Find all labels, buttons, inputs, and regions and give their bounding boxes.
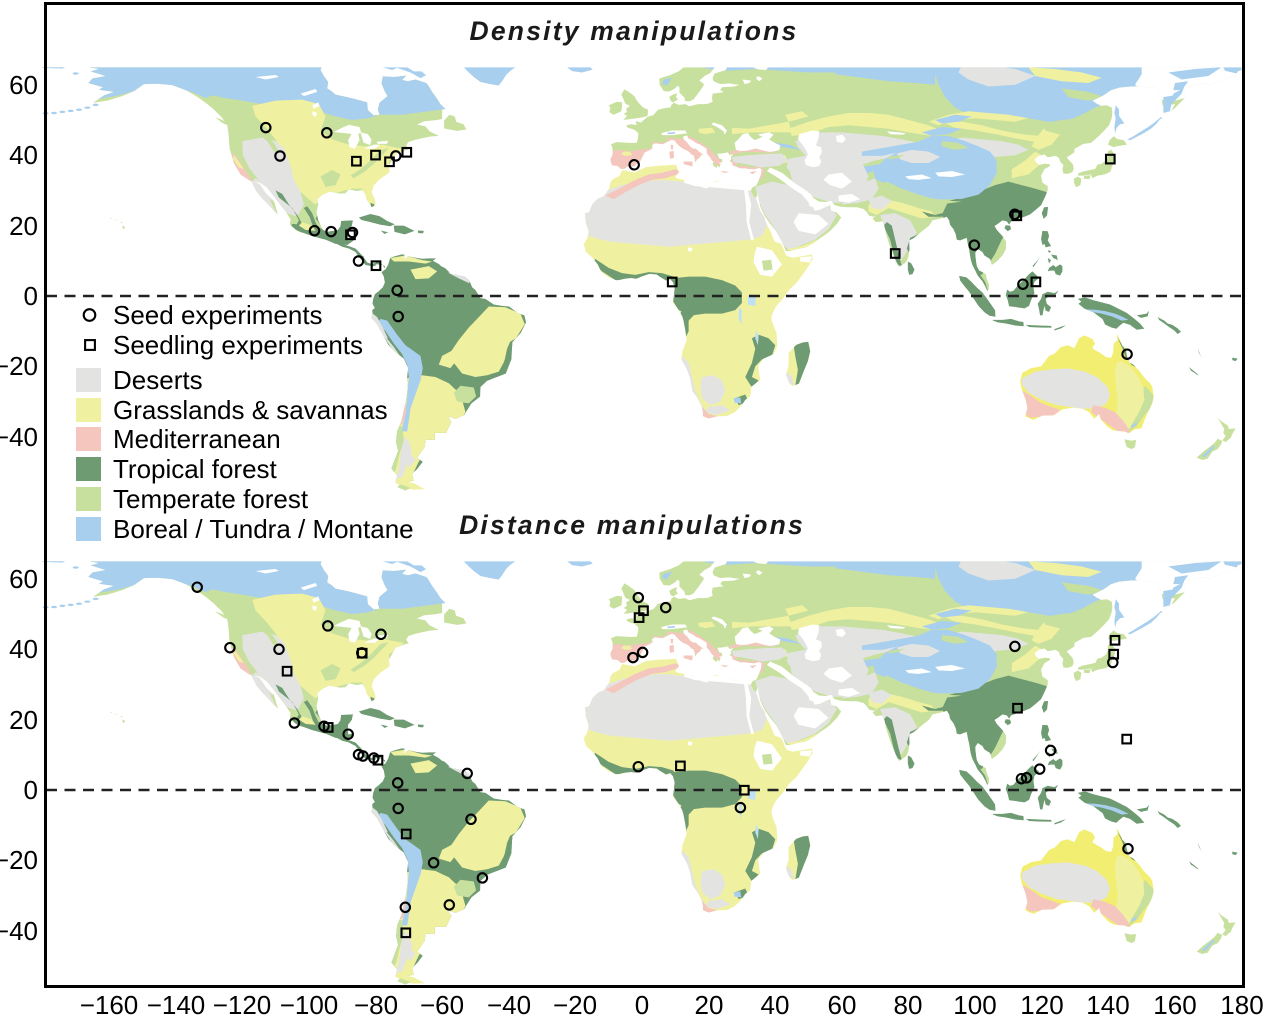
svg-text:20: 20 (9, 211, 38, 241)
svg-text:−20: −20 (0, 351, 38, 381)
svg-text:160: 160 (1153, 990, 1196, 1020)
svg-text:40: 40 (9, 140, 38, 170)
svg-text:Seedling experiments: Seedling experiments (113, 330, 363, 360)
svg-text:−20: −20 (553, 990, 597, 1020)
svg-text:Tropical forest: Tropical forest (113, 454, 278, 484)
svg-text:Deserts: Deserts (113, 365, 203, 395)
svg-text:0: 0 (24, 775, 38, 805)
svg-text:0: 0 (635, 990, 649, 1020)
svg-text:Grasslands & savannas: Grasslands & savannas (113, 395, 388, 425)
svg-text:−120: −120 (213, 990, 272, 1020)
svg-text:−40: −40 (0, 916, 38, 946)
svg-text:−20: −20 (0, 845, 38, 875)
svg-text:−40: −40 (487, 990, 531, 1020)
svg-text:120: 120 (1020, 990, 1063, 1020)
svg-text:60: 60 (9, 564, 38, 594)
svg-text:Mediterranean: Mediterranean (113, 424, 281, 454)
svg-text:20: 20 (695, 990, 724, 1020)
svg-text:Temperate forest: Temperate forest (113, 484, 309, 514)
svg-text:100: 100 (953, 990, 996, 1020)
svg-text:−40: −40 (0, 422, 38, 452)
svg-text:−80: −80 (354, 990, 398, 1020)
svg-text:60: 60 (828, 990, 857, 1020)
svg-text:−100: −100 (280, 990, 339, 1020)
svg-text:Boreal / Tundra / Montane: Boreal / Tundra / Montane (113, 514, 414, 544)
svg-text:180: 180 (1220, 990, 1263, 1020)
svg-text:60: 60 (9, 70, 38, 100)
svg-text:−60: −60 (420, 990, 464, 1020)
svg-text:Density manipulations: Density manipulations (470, 16, 799, 46)
svg-text:40: 40 (761, 990, 790, 1020)
svg-text:140: 140 (1086, 990, 1129, 1020)
svg-text:Distance manipulations: Distance manipulations (459, 510, 805, 540)
svg-text:0: 0 (24, 281, 38, 311)
svg-text:80: 80 (894, 990, 923, 1020)
svg-text:−160: −160 (80, 990, 139, 1020)
svg-text:Seed experiments: Seed experiments (113, 300, 323, 330)
svg-text:20: 20 (9, 705, 38, 735)
svg-text:40: 40 (9, 634, 38, 664)
svg-text:−140: −140 (147, 990, 206, 1020)
